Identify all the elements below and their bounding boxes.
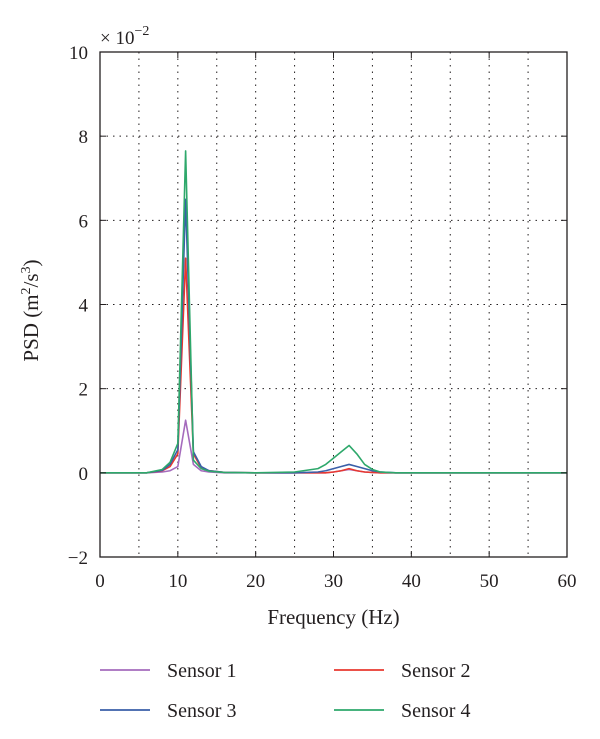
- y-title-main: PSD (m: [19, 294, 43, 361]
- y-tick-label: 2: [79, 380, 89, 401]
- y-tick-label: 6: [79, 211, 89, 232]
- y-multiplier-base: × 10: [100, 28, 134, 49]
- y-title-mid: /s: [19, 273, 43, 287]
- x-tick-label: 0: [95, 571, 105, 592]
- y-multiplier-exponent: −2: [134, 24, 149, 39]
- axis-ticks: 0 10 20 30 40 50 60 −2 0 2 4 6 8 10: [68, 43, 577, 592]
- grid-lines: [100, 52, 567, 557]
- y-title-end: ): [19, 259, 43, 266]
- x-tick-label: 60: [558, 571, 577, 592]
- x-tick-label: 50: [480, 571, 499, 592]
- legend-label-1: Sensor 1: [167, 660, 236, 682]
- y-tick-label: −2: [68, 548, 88, 569]
- y-axis-title: PSD (m2/s3): [19, 259, 43, 361]
- y-title-sup-2: 3: [19, 266, 34, 273]
- legend-label-3: Sensor 3: [167, 700, 236, 722]
- x-tick-label: 40: [402, 571, 421, 592]
- x-tick-label: 20: [246, 571, 265, 592]
- legend: Sensor 1 Sensor 2 Sensor 3 Sensor 4: [100, 660, 470, 722]
- series-line-2: [100, 257, 567, 474]
- legend-label-2: Sensor 2: [401, 660, 470, 682]
- y-title-sup-1: 2: [19, 287, 34, 294]
- x-tick-label: 10: [168, 571, 187, 592]
- series-lines: [100, 150, 567, 474]
- legend-label-4: Sensor 4: [401, 700, 470, 722]
- series-line-4: [100, 150, 567, 474]
- y-tick-label: 0: [79, 464, 89, 485]
- y-axis-multiplier: × 10−2: [100, 24, 149, 49]
- x-axis-title: Frequency (Hz): [267, 605, 399, 629]
- y-tick-label: 4: [79, 296, 89, 317]
- y-tick-label: 8: [79, 127, 89, 148]
- series-line-3: [100, 198, 567, 474]
- x-tick-label: 30: [324, 571, 343, 592]
- y-tick-label: 10: [69, 43, 88, 64]
